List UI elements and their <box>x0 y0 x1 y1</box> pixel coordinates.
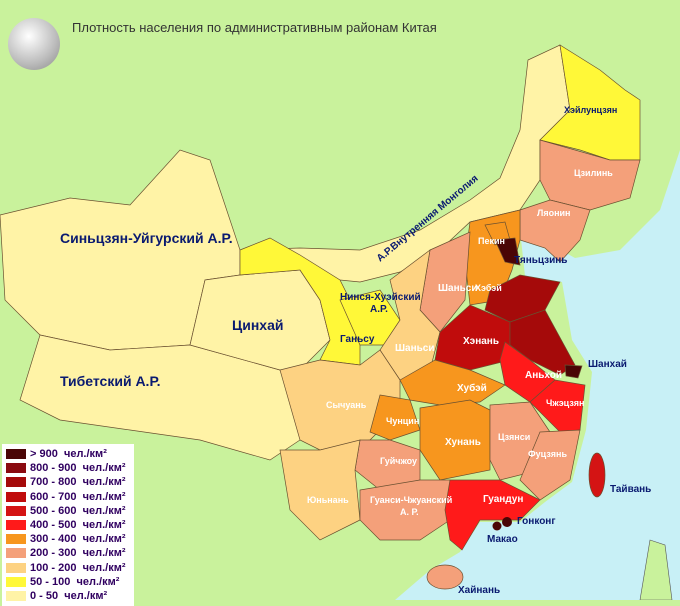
legend-label: 800 - 900 чел./км² <box>30 462 126 475</box>
legend-item: 600 - 700 чел./км² <box>6 490 130 504</box>
region-liaoning <box>519 199 591 263</box>
legend-label: 500 - 600 чел./км² <box>30 504 126 517</box>
legend-label: 0 - 50 чел./км² <box>30 589 108 602</box>
label-guangxi: Гуанси-Чжуанский А. Р. <box>370 495 452 517</box>
label-hongkong: Гонконг <box>517 516 556 527</box>
region-hubei <box>399 359 506 406</box>
label-shaanxi: Шаньси <box>395 343 435 354</box>
legend-item: 100 - 200 чел./км² <box>6 561 130 575</box>
region-tianjin <box>494 237 521 266</box>
region-taiwan <box>588 452 606 498</box>
region-macau <box>492 521 502 531</box>
legend-swatch <box>6 463 26 474</box>
region-hainan <box>426 564 464 590</box>
label-macau: Макао <box>487 534 518 545</box>
label-liaoning: Ляонин <box>537 208 570 218</box>
label-ningxia: Нинся-Хуэйский А.Р. <box>340 292 421 315</box>
map-title: Плотность населения по административным … <box>72 20 437 35</box>
legend-item: 800 - 900 чел./км² <box>6 461 130 475</box>
legend-swatch <box>6 491 26 502</box>
legend-item: 0 - 50 чел./км² <box>6 589 130 603</box>
label-taiwan: Тайвань <box>610 484 651 495</box>
label-qinghai: Цинхай <box>232 317 283 333</box>
region-zhejiang <box>529 379 586 433</box>
legend-label: 300 - 400 чел./км² <box>30 533 126 546</box>
legend-item: 400 - 500 чел./км² <box>6 518 130 532</box>
legend-swatch <box>6 548 26 559</box>
region-chongqing <box>369 394 421 441</box>
label-shanxi: Шаньси <box>438 283 478 294</box>
legend-swatch <box>6 520 26 531</box>
label-tianjin: Тяньцзинь <box>514 255 567 266</box>
label-chongqing: Чунцин <box>386 416 419 426</box>
legend-item: 300 - 400 чел./км² <box>6 532 130 546</box>
legend-label: 400 - 500 чел./км² <box>30 519 126 532</box>
label-jiangxi: Цзянси <box>498 432 530 442</box>
label-hubei: Хубэй <box>457 382 487 394</box>
label-xinjiang: Синьцзян-Уйгурский А.Р. <box>60 230 233 246</box>
label-guangdong: Гуандун <box>483 494 523 505</box>
label-beijing: Пекин <box>478 236 505 246</box>
label-henan: Хэнань <box>463 336 499 347</box>
label-fujian: Фуцзянь <box>528 449 567 459</box>
label-hainan: Хайнань <box>458 585 500 596</box>
legend-item: 500 - 600 чел./км² <box>6 504 130 518</box>
legend-item: 50 - 100 чел./км² <box>6 575 130 589</box>
label-heilongjiang: Хэйлунцзян <box>564 105 617 115</box>
region-guangxi <box>359 479 451 541</box>
neighbor-island <box>639 539 673 600</box>
legend-swatch <box>6 562 26 573</box>
legend-swatch <box>6 576 26 587</box>
label-shanghai: Шанхай <box>588 359 627 370</box>
region-hongkong <box>502 517 512 527</box>
label-zhejiang: Чжэцзян <box>546 398 584 408</box>
legend-label: 600 - 700 чел./км² <box>30 490 126 503</box>
region-sichuan <box>279 349 401 451</box>
label-anhui: Аньхой <box>525 370 562 381</box>
legend-swatch <box>6 590 26 601</box>
legend-label: 700 - 800 чел./км² <box>30 476 126 489</box>
legend-label: 100 - 200 чел./км² <box>30 561 126 574</box>
wikipedia-globe-logo <box>8 18 60 70</box>
region-fujian <box>519 429 581 501</box>
legend-label: > 900 чел./км² <box>30 448 107 461</box>
region-innermongolia <box>239 44 571 283</box>
legend-label: 200 - 300 чел./км² <box>30 547 126 560</box>
label-hunan: Хунань <box>445 437 481 448</box>
legend-swatch <box>6 534 26 545</box>
label-jilin: Цзилинь <box>574 168 613 178</box>
label-hebei: Хэбэй <box>475 283 502 293</box>
legend-swatch <box>6 477 26 488</box>
region-shanghai <box>564 364 583 379</box>
sea <box>395 150 680 600</box>
label-guizhou: Гуйчжоу <box>380 456 417 466</box>
label-sichuan: Сычуань <box>326 400 367 410</box>
label-yunnan: Юньнань <box>307 495 349 505</box>
legend: > 900 чел./км² 800 - 900 чел./км² 700 - 80… <box>2 444 134 606</box>
label-tibet: Тибетский А.Р. <box>60 373 161 389</box>
region-yunnan <box>279 439 361 541</box>
region-guangdong <box>444 479 541 551</box>
region-jiangsu <box>509 309 576 376</box>
legend-item: > 900 чел./км² <box>6 447 130 461</box>
label-gansu: Ганьсу <box>340 334 375 345</box>
legend-item: 700 - 800 чел./км² <box>6 475 130 489</box>
legend-item: 200 - 300 чел./км² <box>6 546 130 560</box>
legend-label: 50 - 100 чел./км² <box>30 575 120 588</box>
region-jilin <box>539 139 641 211</box>
legend-swatch <box>6 449 26 460</box>
legend-swatch <box>6 505 26 516</box>
